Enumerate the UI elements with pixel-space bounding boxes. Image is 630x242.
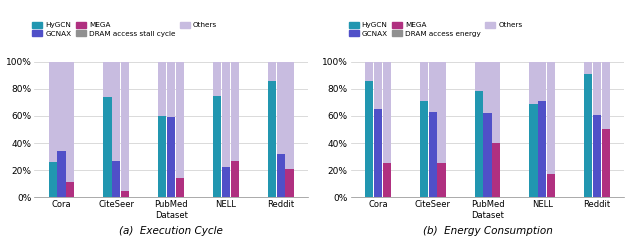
Bar <box>474 61 483 91</box>
Bar <box>538 101 546 197</box>
Bar <box>428 61 437 112</box>
Bar <box>112 61 120 161</box>
Bar <box>492 61 500 143</box>
Bar <box>66 182 74 197</box>
Bar <box>365 61 374 81</box>
Bar <box>420 61 428 101</box>
Bar <box>167 117 175 197</box>
Bar <box>492 143 500 197</box>
Bar <box>222 167 230 197</box>
Bar <box>167 61 175 117</box>
Bar <box>547 61 555 174</box>
Bar <box>437 61 445 163</box>
Bar <box>49 61 57 162</box>
X-axis label: (a)  Execution Cycle: (a) Execution Cycle <box>119 227 223 236</box>
Bar <box>176 61 184 178</box>
Bar <box>277 154 285 197</box>
Bar <box>285 61 294 169</box>
Bar <box>176 178 184 197</box>
Bar <box>66 61 74 182</box>
Bar <box>437 163 445 197</box>
Bar <box>374 61 382 109</box>
Bar <box>231 61 239 161</box>
Bar <box>268 81 276 197</box>
Bar <box>268 61 276 81</box>
Bar <box>483 113 491 197</box>
Bar <box>593 114 601 197</box>
Bar <box>49 162 57 197</box>
Bar <box>365 81 374 197</box>
Bar <box>121 61 129 190</box>
Bar <box>231 161 239 197</box>
Bar <box>602 61 610 129</box>
Bar <box>602 129 610 197</box>
Legend: HyGCN, GCNAX, MEGA, DRAM access stall cycle, Others: HyGCN, GCNAX, MEGA, DRAM access stall cy… <box>32 22 217 37</box>
Bar <box>483 61 491 113</box>
Bar <box>593 61 601 114</box>
Bar <box>222 61 230 167</box>
Bar <box>529 61 537 104</box>
Bar <box>420 101 428 197</box>
Bar <box>474 91 483 197</box>
Bar <box>547 174 555 197</box>
Bar <box>103 61 112 97</box>
Bar <box>382 163 391 197</box>
Bar <box>538 61 546 101</box>
X-axis label: (b)  Energy Consumption: (b) Energy Consumption <box>423 227 553 236</box>
Bar <box>213 96 221 197</box>
Bar <box>374 109 382 197</box>
Bar <box>158 61 166 116</box>
Bar <box>529 104 537 197</box>
Bar <box>213 61 221 96</box>
Legend: HyGCN, GCNAX, MEGA, DRAM access energy, Others: HyGCN, GCNAX, MEGA, DRAM access energy, … <box>349 22 522 37</box>
Bar <box>285 169 294 197</box>
Bar <box>584 61 592 74</box>
Bar <box>382 61 391 163</box>
Bar <box>277 61 285 154</box>
Bar <box>121 190 129 197</box>
Bar <box>103 97 112 197</box>
Bar <box>57 61 66 151</box>
Bar <box>57 151 66 197</box>
Bar <box>158 116 166 197</box>
Bar <box>428 112 437 197</box>
Bar <box>584 74 592 197</box>
Bar <box>112 161 120 197</box>
